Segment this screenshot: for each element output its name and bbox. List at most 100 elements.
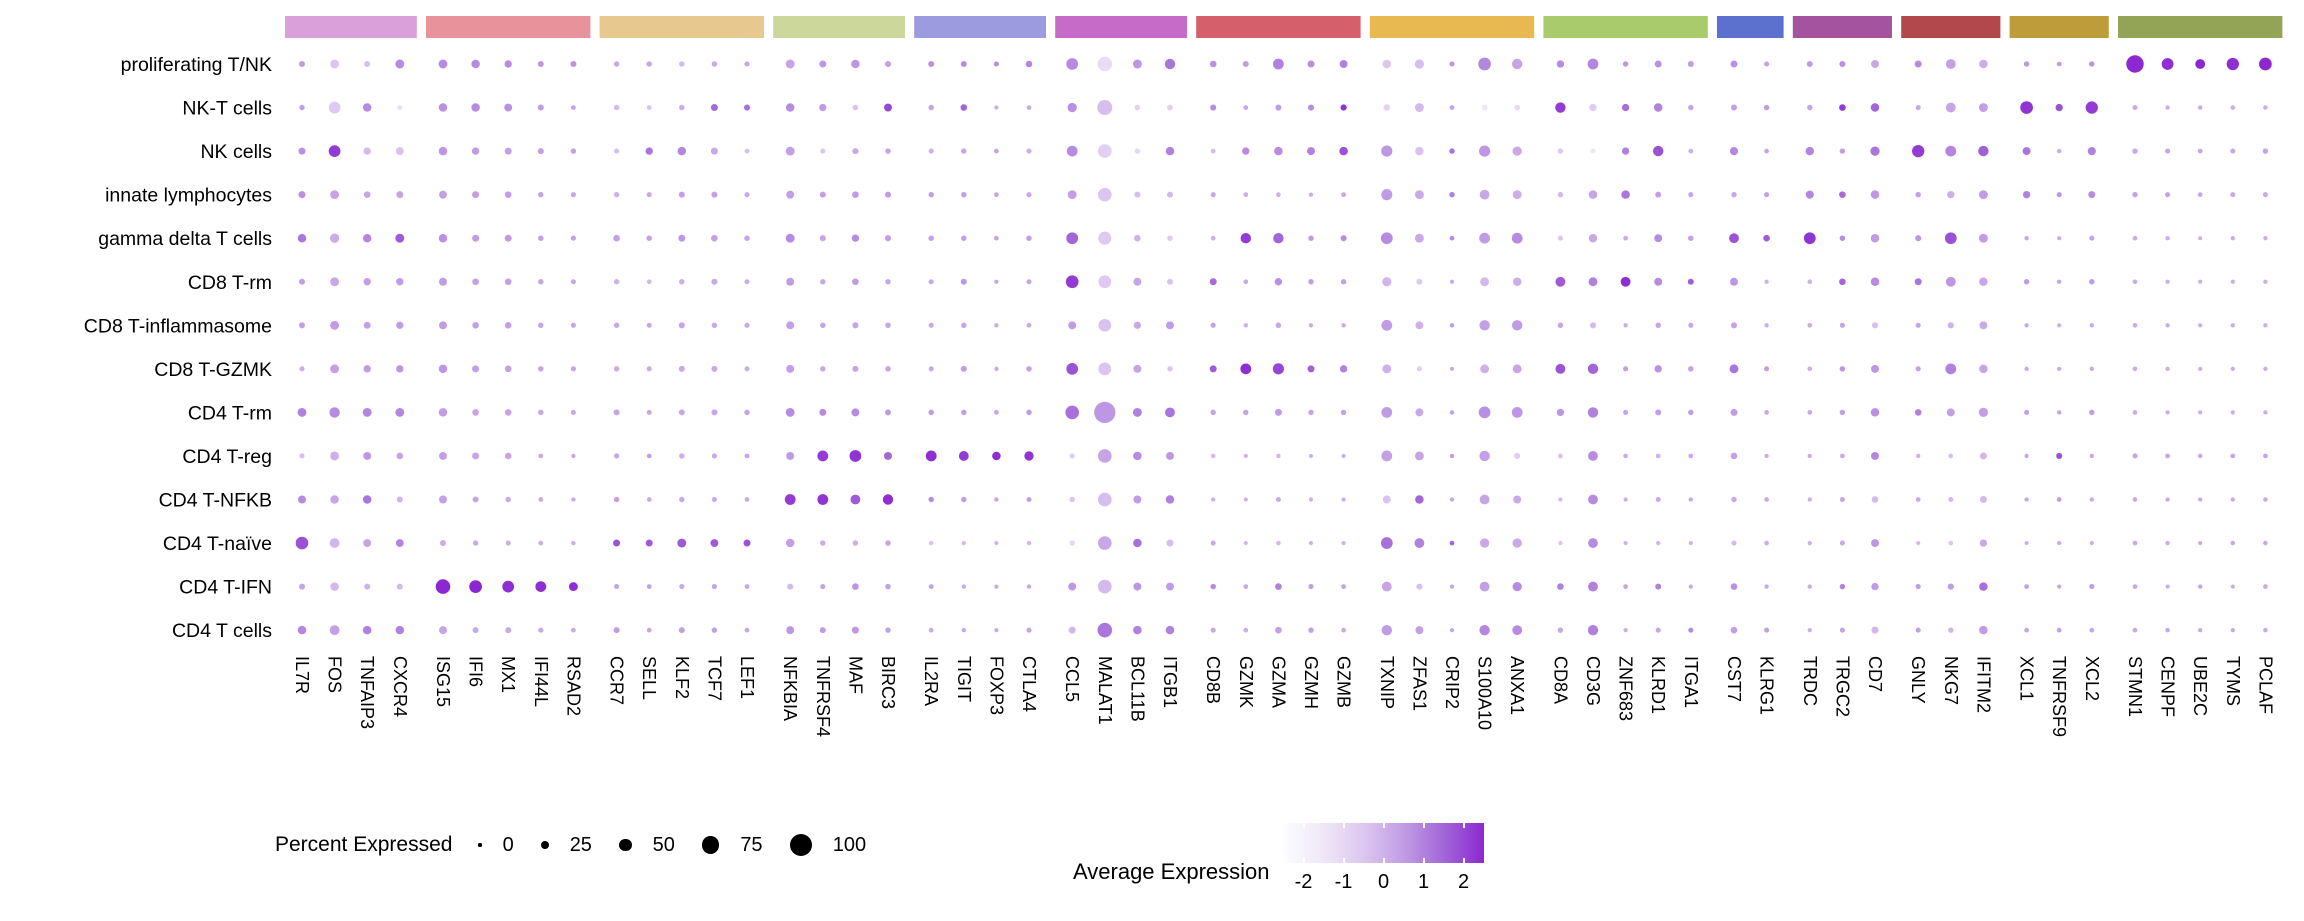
expression-dot [1414, 233, 1424, 243]
expression-dot [1915, 235, 1922, 242]
expression-dot [743, 539, 751, 547]
expression-dot [1979, 321, 1988, 330]
expression-dot [1134, 104, 1141, 111]
expression-dot [298, 495, 306, 504]
expression-dot [1414, 59, 1425, 69]
expression-dot [570, 235, 576, 241]
expression-dot [537, 148, 544, 155]
gene-label: GNLY [1908, 656, 1928, 704]
gene-label: KLRD1 [1648, 656, 1668, 714]
expression-dot [2230, 105, 2236, 110]
expression-dot [2263, 584, 2268, 589]
expression-dot [2089, 366, 2094, 372]
percent-legend-item: 50 [618, 834, 675, 857]
expression-dot [1764, 148, 1769, 154]
gene-label: KLRG1 [1757, 656, 1777, 715]
expression-dot [2089, 235, 2095, 241]
expression-dot [961, 584, 966, 589]
expression-dot [570, 279, 576, 285]
expression-dot [1210, 104, 1217, 111]
expression-dot [472, 627, 479, 634]
percent-expressed-title: Percent Expressed [275, 833, 453, 856]
expression-dot [711, 322, 718, 329]
expression-dot [1308, 453, 1314, 459]
gene-label: TCF7 [704, 656, 724, 701]
expression-dot [1730, 583, 1738, 590]
expression-dot [711, 191, 718, 198]
expression-dot [2165, 192, 2171, 198]
expression-dot [1654, 234, 1663, 243]
gene-label: IFI6 [466, 656, 486, 687]
gene-label: CCR7 [607, 656, 627, 705]
expression-dot [1587, 363, 1599, 375]
expression-dot [1067, 190, 1077, 200]
expression-dot [646, 105, 652, 110]
expression-dot [1449, 279, 1455, 284]
expression-dot [1870, 408, 1880, 417]
gene-group-bar-group-11 [1792, 16, 1892, 38]
expression-dot [884, 451, 892, 460]
expression-dot [1449, 105, 1455, 110]
expression-dot [395, 407, 405, 417]
expression-dot [2263, 366, 2268, 372]
expression-dot [395, 233, 405, 243]
expression-dot [2165, 279, 2170, 284]
expression-dot [439, 495, 447, 504]
expression-dot [1480, 277, 1490, 287]
expression-dot [2087, 147, 2096, 156]
expression-dot [438, 59, 448, 69]
expression-dot [537, 60, 544, 68]
expression-dot [538, 453, 544, 459]
expression-dot [2132, 191, 2138, 198]
expression-dot [1416, 583, 1423, 590]
expression-dot [2263, 497, 2268, 502]
expression-dot [297, 407, 307, 417]
expression-dot [786, 321, 795, 330]
expression-dot [537, 104, 544, 111]
expression-dot [1133, 625, 1142, 635]
percent-legend-value: 75 [740, 833, 763, 856]
expression-dot [1478, 57, 1491, 71]
expression-dot [744, 409, 750, 416]
expression-dot [679, 104, 685, 111]
expression-dot [1165, 625, 1175, 635]
percent-expressed-legend: Percent Expressed 0 25 50 75 100 [275, 822, 893, 868]
expression-dot [298, 278, 306, 285]
expression-dot [1688, 104, 1694, 111]
expression-dot [505, 496, 511, 503]
gene-label: ITGA1 [1681, 656, 1701, 708]
expression-dot [2132, 366, 2138, 372]
expression-dot [2024, 497, 2029, 502]
expression-dot [1807, 497, 1812, 502]
expression-dot [1688, 540, 1693, 546]
expression-dot [928, 148, 934, 154]
expression-dot [1807, 453, 1812, 459]
expression-dot [1512, 190, 1522, 200]
expression-dot [1557, 235, 1563, 241]
expression-dot [994, 584, 999, 589]
expression-dot [1688, 584, 1693, 589]
gene-label: TYMS [2223, 656, 2243, 706]
expression-dot [472, 365, 480, 373]
expression-dot [613, 322, 620, 329]
expression-dot [646, 584, 652, 589]
expression-dot [1871, 496, 1879, 503]
percent-legend-item: 25 [540, 834, 592, 857]
expression-dot [850, 494, 861, 505]
expression-dot [1449, 410, 1455, 415]
expression-dot [1416, 366, 1422, 372]
expression-dot [297, 233, 307, 243]
expression-dot [613, 539, 621, 547]
expression-dot [1097, 492, 1112, 507]
percent-legend-value: 100 [832, 833, 867, 856]
colorbar-tick-mark [1462, 823, 1465, 828]
expression-dot [1340, 104, 1347, 111]
expression-dot [1026, 584, 1032, 589]
expression-dot [961, 409, 967, 416]
expression-dot [1807, 410, 1813, 415]
expression-dot [1133, 495, 1142, 504]
colorbar-tick-mark [1382, 823, 1385, 828]
expression-dot [1094, 401, 1116, 424]
expression-dot [1026, 366, 1032, 372]
expression-dot [1654, 60, 1662, 68]
